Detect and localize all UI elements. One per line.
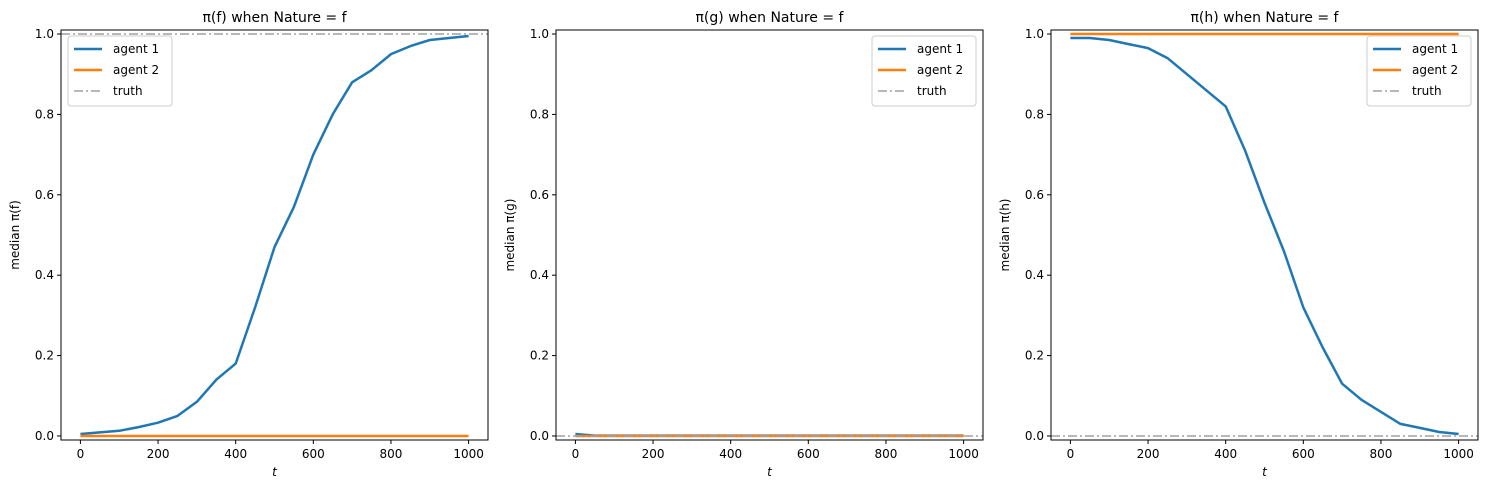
x-tick-label: 0 (572, 447, 580, 461)
legend-label: agent 2 (1412, 63, 1458, 77)
legend-label: agent 1 (1412, 42, 1458, 56)
legend: agent 1 agent 2 truth (1366, 35, 1472, 107)
legend-box (1366, 35, 1472, 107)
axes-frame (555, 29, 984, 441)
x-tick-label: 0 (1067, 447, 1075, 461)
x-tick-label: 200 (1137, 447, 1160, 461)
x-tick-label: 600 (797, 447, 820, 461)
legend-label: truth (113, 84, 143, 98)
y-axis-label: median π(f) (8, 200, 22, 270)
y-tick-label: 0.6 (35, 188, 54, 202)
x-tick-label: 600 (302, 447, 325, 461)
legend-label: agent 2 (917, 63, 963, 77)
legend-label: truth (917, 84, 947, 98)
legend: agent 1 agent 2 truth (67, 35, 173, 107)
y-tick-label: 0.8 (530, 107, 549, 121)
axes-frame (1050, 29, 1479, 441)
chart-title: π(h) when Nature = f (1191, 10, 1340, 26)
x-tick-label: 1000 (453, 447, 484, 461)
x-tick-label: 400 (1214, 447, 1237, 461)
y-tick-label: 0.6 (1025, 188, 1044, 202)
chart-title: π(f) when Nature = f (202, 10, 347, 26)
y-tick-label: 0.2 (1025, 349, 1044, 363)
y-tick-label: 0.4 (1025, 268, 1044, 282)
y-tick-label: 0.4 (35, 268, 54, 282)
y-tick-label: 0.0 (1025, 429, 1044, 443)
y-tick-label: 0.2 (35, 349, 54, 363)
legend-box (871, 35, 977, 107)
y-tick-label: 0.0 (35, 429, 54, 443)
subplot-3: π(h) when Nature = f 0 200 400 600 800 1000 0.0… (998, 10, 1479, 479)
series-line-agent-1 (1070, 36, 1459, 436)
x-axis-label: t (1262, 465, 1268, 479)
y-tick-label: 1.0 (530, 27, 549, 41)
series-line-agent-1 (80, 34, 469, 436)
x-tick-label: 800 (875, 447, 898, 461)
y-tick-label: 0.2 (530, 349, 549, 363)
y-axis-label: median π(g) (503, 198, 517, 271)
y-tick-label: 0.6 (530, 188, 549, 202)
x-tick-label: 600 (1292, 447, 1315, 461)
x-tick-label: 200 (642, 447, 665, 461)
legend-label: agent 1 (113, 42, 159, 56)
legend: agent 1 agent 2 truth (871, 35, 977, 107)
x-tick-label: 1000 (948, 447, 979, 461)
y-tick-label: 0.8 (35, 107, 54, 121)
legend-label: truth (1412, 84, 1442, 98)
x-tick-label: 800 (380, 447, 403, 461)
y-tick-label: 1.0 (35, 27, 54, 41)
legend-label: agent 2 (113, 63, 159, 77)
axes-frame (60, 29, 489, 441)
x-tick-label: 1000 (1443, 447, 1474, 461)
x-tick-label: 200 (147, 447, 170, 461)
x-axis-label: t (272, 465, 278, 479)
x-tick-label: 400 (224, 447, 247, 461)
chart-title: π(g) when Nature = f (696, 10, 845, 26)
y-axis-label: median π(h) (998, 199, 1012, 272)
legend-label: agent 1 (917, 42, 963, 56)
y-tick-label: 0.8 (1025, 107, 1044, 121)
y-tick-label: 0.0 (530, 429, 549, 443)
subplot-2: π(g) when Nature = f 0 200 400 600 800 1000 0.0… (503, 10, 984, 479)
y-tick-label: 0.4 (530, 268, 549, 282)
x-tick-label: 400 (719, 447, 742, 461)
x-tick-label: 800 (1370, 447, 1393, 461)
y-tick-label: 1.0 (1025, 27, 1044, 41)
x-axis-label: t (767, 465, 773, 479)
legend-box (67, 35, 173, 107)
subplot-1: π(f) when Nature = f 0 200 400 600 800 1000 0.0… (8, 10, 489, 479)
x-tick-label: 0 (77, 447, 85, 461)
